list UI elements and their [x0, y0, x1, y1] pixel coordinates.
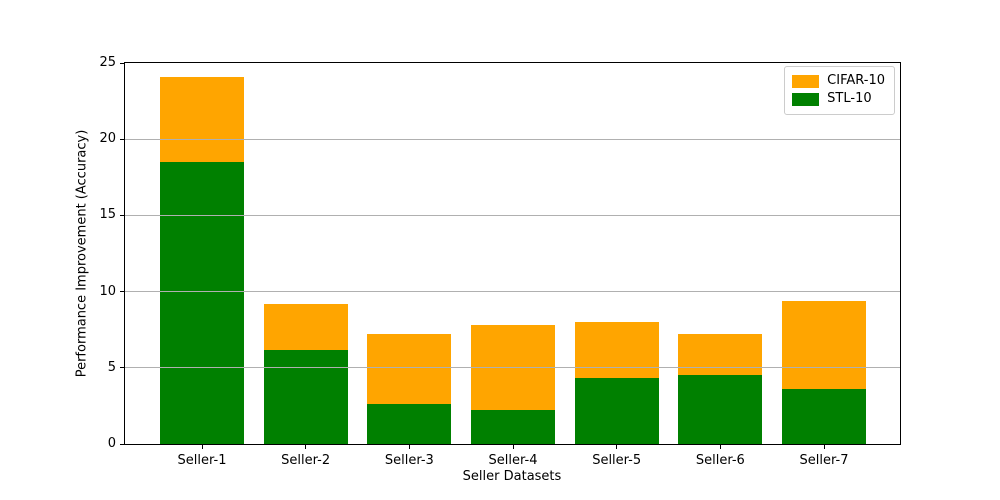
x-tick-mark-seller-6: [719, 445, 721, 449]
legend-label-stl-10: STL-10: [827, 91, 872, 106]
bar-segment-stl-10-seller-5: [574, 378, 659, 444]
bar-segment-cifar-10-seller-4: [471, 325, 555, 411]
bar-segment-stl-10-seller-6: [678, 375, 763, 444]
x-tick-label-seller-7: Seller-7: [799, 453, 849, 468]
y-tick-mark-15: [120, 214, 124, 216]
bar-segment-stl-10-seller-7: [782, 389, 867, 444]
bar-segment-stl-10-seller-1: [160, 162, 244, 444]
y-tick-mark-25: [120, 62, 124, 64]
x-tick-mark-seller-1: [201, 445, 203, 449]
bar-segment-stl-10-seller-2: [263, 349, 348, 444]
bar-segment-cifar-10-seller-3: [367, 334, 452, 405]
legend-swatch-cifar-10: [792, 74, 820, 88]
y-tick-label-5: 5: [107, 359, 116, 375]
bar-segment-cifar-10-seller-2: [263, 303, 348, 350]
y-tick-label-25: 25: [99, 55, 116, 70]
x-tick-label-seller-4: Seller-4: [488, 453, 538, 468]
x-tick-label-seller-2: Seller-2: [281, 453, 331, 468]
y-tick-label-15: 15: [99, 207, 116, 223]
y-axis-label: Performance Improvement (Accuracy): [74, 129, 90, 378]
x-tick-mark-seller-4: [512, 445, 514, 449]
bar-segment-cifar-10-seller-1: [160, 76, 244, 163]
legend-swatch-stl-10: [792, 92, 820, 106]
bar-segment-stl-10-seller-4: [471, 410, 555, 444]
y-tick-mark-20: [120, 138, 124, 140]
bar-segment-stl-10-seller-3: [367, 404, 452, 444]
y-tick-mark-0: [120, 443, 124, 445]
x-tick-label-seller-6: Seller-6: [695, 453, 745, 468]
legend-label-cifar-10: CIFAR-10: [827, 73, 885, 88]
y-tick-label-0: 0: [107, 436, 116, 451]
x-tick-mark-seller-3: [408, 445, 410, 449]
plot-inner: [125, 63, 900, 444]
x-tick-label-seller-5: Seller-5: [592, 453, 642, 468]
x-axis-label: Seller Datasets: [462, 469, 562, 484]
y-tick-mark-5: [120, 367, 124, 369]
x-tick-mark-seller-2: [305, 445, 307, 449]
plot-area: CIFAR-10 STL-10: [124, 62, 901, 445]
bar-segment-cifar-10-seller-5: [574, 322, 659, 379]
y-tick-label-10: 10: [99, 283, 116, 299]
bars-layer: [125, 63, 900, 444]
legend: CIFAR-10 STL-10: [784, 66, 895, 115]
legend-item-stl-10: STL-10: [792, 90, 885, 108]
x-tick-mark-seller-5: [616, 445, 618, 449]
bar-segment-cifar-10-seller-7: [782, 300, 867, 390]
y-tick-label-20: 20: [99, 131, 116, 147]
y-tick-mark-10: [120, 291, 124, 293]
bar-segment-cifar-10-seller-6: [678, 334, 763, 376]
x-tick-mark-seller-7: [823, 445, 825, 449]
x-tick-label-seller-3: Seller-3: [384, 453, 434, 468]
legend-item-cifar-10: CIFAR-10: [792, 72, 885, 90]
x-tick-label-seller-1: Seller-1: [177, 453, 227, 468]
